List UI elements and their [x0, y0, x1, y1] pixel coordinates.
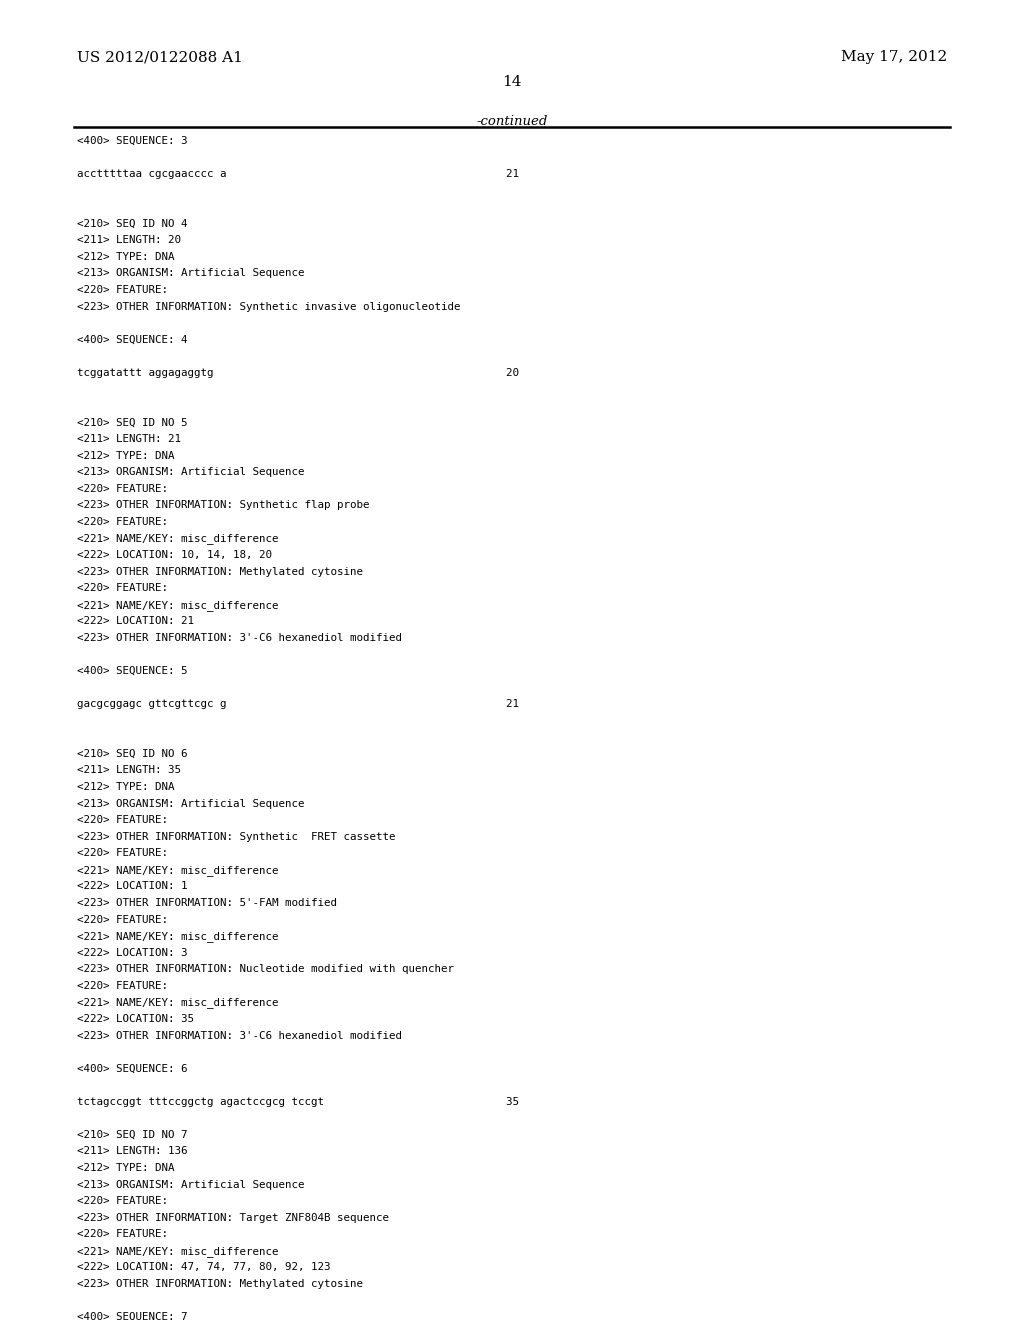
Text: <221> NAME/KEY: misc_difference: <221> NAME/KEY: misc_difference — [77, 931, 279, 942]
Text: <400> SEQUENCE: 6: <400> SEQUENCE: 6 — [77, 1064, 187, 1073]
Text: tctagccggt tttccggctg agactccgcg tccgt                            35: tctagccggt tttccggctg agactccgcg tccgt 3… — [77, 1097, 519, 1106]
Text: <220> FEATURE:: <220> FEATURE: — [77, 915, 168, 924]
Text: <210> SEQ ID NO 5: <210> SEQ ID NO 5 — [77, 417, 187, 428]
Text: gacgcggagc gttcgttcgc g                                           21: gacgcggagc gttcgttcgc g 21 — [77, 700, 519, 709]
Text: <223> OTHER INFORMATION: Synthetic invasive oligonucleotide: <223> OTHER INFORMATION: Synthetic invas… — [77, 301, 461, 312]
Text: <221> NAME/KEY: misc_difference: <221> NAME/KEY: misc_difference — [77, 599, 279, 611]
Text: May 17, 2012: May 17, 2012 — [841, 50, 947, 65]
Text: <220> FEATURE:: <220> FEATURE: — [77, 583, 168, 593]
Text: <220> FEATURE:: <220> FEATURE: — [77, 484, 168, 494]
Text: <223> OTHER INFORMATION: 5'-FAM modified: <223> OTHER INFORMATION: 5'-FAM modified — [77, 898, 337, 908]
Text: <222> LOCATION: 3: <222> LOCATION: 3 — [77, 948, 187, 958]
Text: <211> LENGTH: 21: <211> LENGTH: 21 — [77, 434, 181, 444]
Text: <222> LOCATION: 1: <222> LOCATION: 1 — [77, 882, 187, 891]
Text: <400> SEQUENCE: 5: <400> SEQUENCE: 5 — [77, 667, 187, 676]
Text: <223> OTHER INFORMATION: Target ZNF804B sequence: <223> OTHER INFORMATION: Target ZNF804B … — [77, 1213, 389, 1222]
Text: <222> LOCATION: 10, 14, 18, 20: <222> LOCATION: 10, 14, 18, 20 — [77, 550, 271, 560]
Text: <212> TYPE: DNA: <212> TYPE: DNA — [77, 450, 174, 461]
Text: US 2012/0122088 A1: US 2012/0122088 A1 — [77, 50, 243, 65]
Text: <220> FEATURE:: <220> FEATURE: — [77, 285, 168, 296]
Text: <212> TYPE: DNA: <212> TYPE: DNA — [77, 252, 174, 261]
Text: <213> ORGANISM: Artificial Sequence: <213> ORGANISM: Artificial Sequence — [77, 467, 304, 478]
Text: <223> OTHER INFORMATION: Synthetic flap probe: <223> OTHER INFORMATION: Synthetic flap … — [77, 500, 370, 511]
Text: <211> LENGTH: 20: <211> LENGTH: 20 — [77, 235, 181, 246]
Text: tcggatattt aggagaggtg                                             20: tcggatattt aggagaggtg 20 — [77, 368, 519, 378]
Text: <223> OTHER INFORMATION: Synthetic  FRET cassette: <223> OTHER INFORMATION: Synthetic FRET … — [77, 832, 395, 842]
Text: acctttttaa cgcgaacccc a                                           21: acctttttaa cgcgaacccc a 21 — [77, 169, 519, 180]
Text: <222> LOCATION: 47, 74, 77, 80, 92, 123: <222> LOCATION: 47, 74, 77, 80, 92, 123 — [77, 1262, 331, 1272]
Text: <220> FEATURE:: <220> FEATURE: — [77, 849, 168, 858]
Text: <400> SEQUENCE: 3: <400> SEQUENCE: 3 — [77, 136, 187, 147]
Text: <212> TYPE: DNA: <212> TYPE: DNA — [77, 1163, 174, 1173]
Text: -continued: -continued — [476, 115, 548, 128]
Text: <220> FEATURE:: <220> FEATURE: — [77, 517, 168, 527]
Text: <220> FEATURE:: <220> FEATURE: — [77, 816, 168, 825]
Text: <213> ORGANISM: Artificial Sequence: <213> ORGANISM: Artificial Sequence — [77, 799, 304, 809]
Text: 14: 14 — [502, 75, 522, 90]
Text: <223> OTHER INFORMATION: Methylated cytosine: <223> OTHER INFORMATION: Methylated cyto… — [77, 1279, 362, 1290]
Text: <220> FEATURE:: <220> FEATURE: — [77, 1196, 168, 1206]
Text: <221> NAME/KEY: misc_difference: <221> NAME/KEY: misc_difference — [77, 533, 279, 544]
Text: <222> LOCATION: 21: <222> LOCATION: 21 — [77, 616, 194, 627]
Text: <223> OTHER INFORMATION: Methylated cytosine: <223> OTHER INFORMATION: Methylated cyto… — [77, 566, 362, 577]
Text: <400> SEQUENCE: 7: <400> SEQUENCE: 7 — [77, 1312, 187, 1320]
Text: <221> NAME/KEY: misc_difference: <221> NAME/KEY: misc_difference — [77, 998, 279, 1008]
Text: <210> SEQ ID NO 7: <210> SEQ ID NO 7 — [77, 1130, 187, 1140]
Text: <213> ORGANISM: Artificial Sequence: <213> ORGANISM: Artificial Sequence — [77, 1180, 304, 1189]
Text: <222> LOCATION: 35: <222> LOCATION: 35 — [77, 1014, 194, 1024]
Text: <212> TYPE: DNA: <212> TYPE: DNA — [77, 781, 174, 792]
Text: <213> ORGANISM: Artificial Sequence: <213> ORGANISM: Artificial Sequence — [77, 268, 304, 279]
Text: <221> NAME/KEY: misc_difference: <221> NAME/KEY: misc_difference — [77, 1246, 279, 1257]
Text: <211> LENGTH: 136: <211> LENGTH: 136 — [77, 1147, 187, 1156]
Text: <400> SEQUENCE: 4: <400> SEQUENCE: 4 — [77, 335, 187, 345]
Text: <210> SEQ ID NO 4: <210> SEQ ID NO 4 — [77, 219, 187, 228]
Text: <211> LENGTH: 35: <211> LENGTH: 35 — [77, 766, 181, 775]
Text: <223> OTHER INFORMATION: Nucleotide modified with quencher: <223> OTHER INFORMATION: Nucleotide modi… — [77, 964, 454, 974]
Text: <210> SEQ ID NO 6: <210> SEQ ID NO 6 — [77, 748, 187, 759]
Text: <221> NAME/KEY: misc_difference: <221> NAME/KEY: misc_difference — [77, 865, 279, 875]
Text: <220> FEATURE:: <220> FEATURE: — [77, 981, 168, 991]
Text: <223> OTHER INFORMATION: 3'-C6 hexanediol modified: <223> OTHER INFORMATION: 3'-C6 hexanedio… — [77, 634, 401, 643]
Text: <223> OTHER INFORMATION: 3'-C6 hexanediol modified: <223> OTHER INFORMATION: 3'-C6 hexanedio… — [77, 1031, 401, 1040]
Text: <220> FEATURE:: <220> FEATURE: — [77, 1229, 168, 1239]
